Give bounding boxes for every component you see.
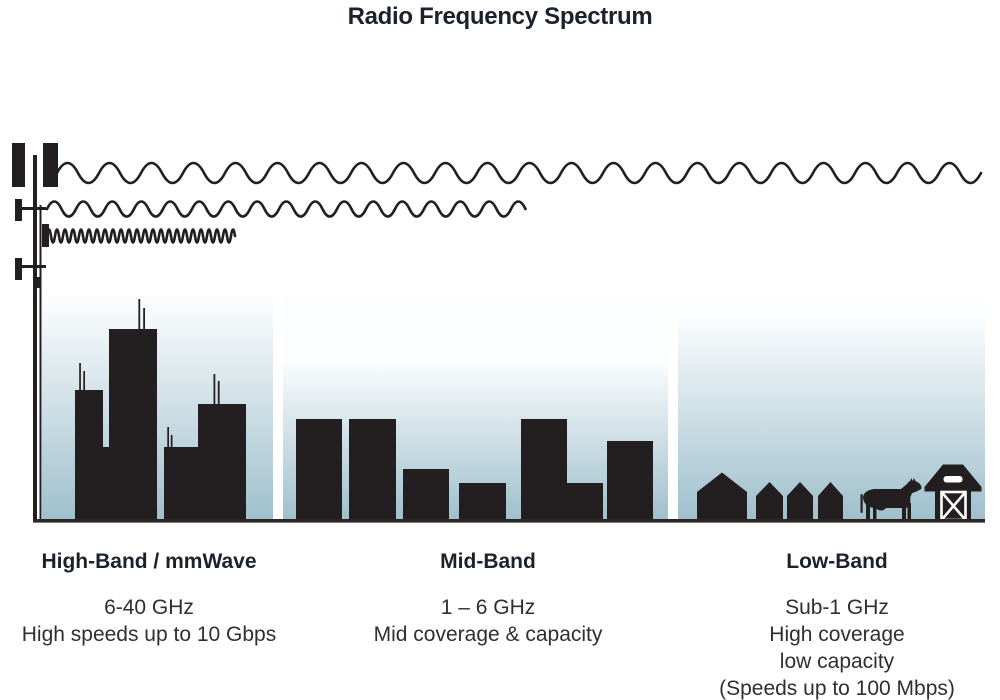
cell-tower-icon xyxy=(12,143,58,521)
band-label-low: Low-Band Sub-1 GHz High coverage low cap… xyxy=(687,551,987,700)
medium-wavelength-wave-icon xyxy=(45,200,527,218)
city-skyline-large-icon xyxy=(75,299,246,519)
sky-panel-mid-band xyxy=(283,295,668,519)
band-detail-line: Mid coverage & capacity xyxy=(373,623,603,646)
long-wavelength-wave-icon xyxy=(55,161,983,185)
band-detail-line: 6-40 GHz xyxy=(104,596,194,619)
band-detail-line: High coverage xyxy=(769,623,905,646)
band-name-mid: Mid-Band xyxy=(440,550,536,573)
cow-icon xyxy=(860,478,922,523)
city-skyline-medium-icon xyxy=(296,419,653,519)
ground-line xyxy=(33,519,985,523)
band-details-low: Sub-1 GHz High coverage low capacity (Sp… xyxy=(687,594,987,700)
short-wavelength-wave-icon xyxy=(45,228,237,244)
diagram-artwork xyxy=(12,143,985,523)
band-details-mid: 1 – 6 GHz Mid coverage & capacity xyxy=(338,594,638,648)
band-details-high: 6-40 GHz High speeds up to 10 Gbps xyxy=(0,594,298,648)
band-detail-line: High speeds up to 10 Gbps xyxy=(21,623,277,646)
barn-icon xyxy=(924,464,982,522)
band-detail-line: (Speeds up to 100 Mbps) xyxy=(719,677,955,700)
diagram-title: Radio Frequency Spectrum xyxy=(347,3,653,30)
band-name-high: High-Band / mmWave xyxy=(41,550,257,573)
band-label-mid: Mid-Band 1 – 6 GHz Mid coverage & capaci… xyxy=(338,551,638,648)
band-name-low: Low-Band xyxy=(786,550,888,573)
village-houses-icon xyxy=(697,472,843,519)
band-label-high: High-Band / mmWave 6-40 GHz High speeds … xyxy=(0,551,298,648)
band-detail-line: Sub-1 GHz xyxy=(785,596,889,619)
band-detail-line: 1 – 6 GHz xyxy=(440,596,536,619)
band-detail-line: low capacity xyxy=(779,650,895,673)
